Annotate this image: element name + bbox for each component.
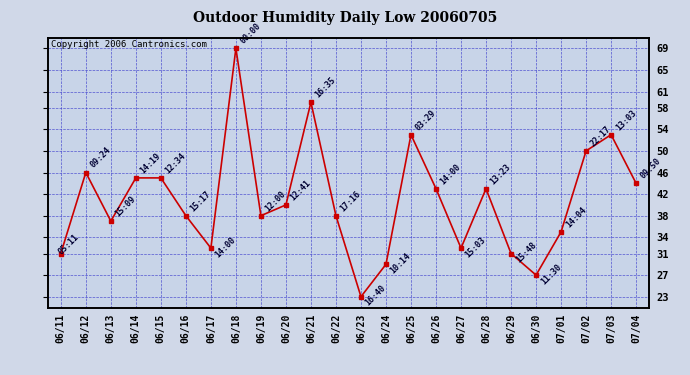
Text: 09:50: 09:50 <box>639 156 663 180</box>
Text: 16:40: 16:40 <box>364 284 388 308</box>
Text: 13:23: 13:23 <box>489 162 513 186</box>
Text: 15:09: 15:09 <box>114 194 137 218</box>
Text: 14:00: 14:00 <box>214 235 237 259</box>
Text: 11:30: 11:30 <box>539 262 563 286</box>
Text: 15:17: 15:17 <box>188 189 213 213</box>
Text: 15:48: 15:48 <box>514 241 538 265</box>
Text: 14:19: 14:19 <box>139 151 163 175</box>
Text: 10:14: 10:14 <box>388 251 413 275</box>
Text: 14:04: 14:04 <box>564 205 588 229</box>
Text: 13:03: 13:03 <box>614 108 638 132</box>
Text: 22:17: 22:17 <box>589 124 613 148</box>
Text: 16:35: 16:35 <box>314 75 337 99</box>
Text: 17:16: 17:16 <box>339 189 363 213</box>
Text: 00:00: 00:00 <box>239 21 263 45</box>
Text: 14:00: 14:00 <box>439 162 463 186</box>
Text: 12:00: 12:00 <box>264 189 288 213</box>
Text: Outdoor Humidity Daily Low 20060705: Outdoor Humidity Daily Low 20060705 <box>193 11 497 25</box>
Text: 12:34: 12:34 <box>164 151 188 175</box>
Text: 05:11: 05:11 <box>57 232 81 256</box>
Text: 09:24: 09:24 <box>88 146 112 170</box>
Text: Copyright 2006 Cantronics.com: Copyright 2006 Cantronics.com <box>51 40 207 49</box>
Text: 03:29: 03:29 <box>414 108 437 132</box>
Text: 15:03: 15:03 <box>464 235 488 259</box>
Text: 12:41: 12:41 <box>288 178 313 202</box>
